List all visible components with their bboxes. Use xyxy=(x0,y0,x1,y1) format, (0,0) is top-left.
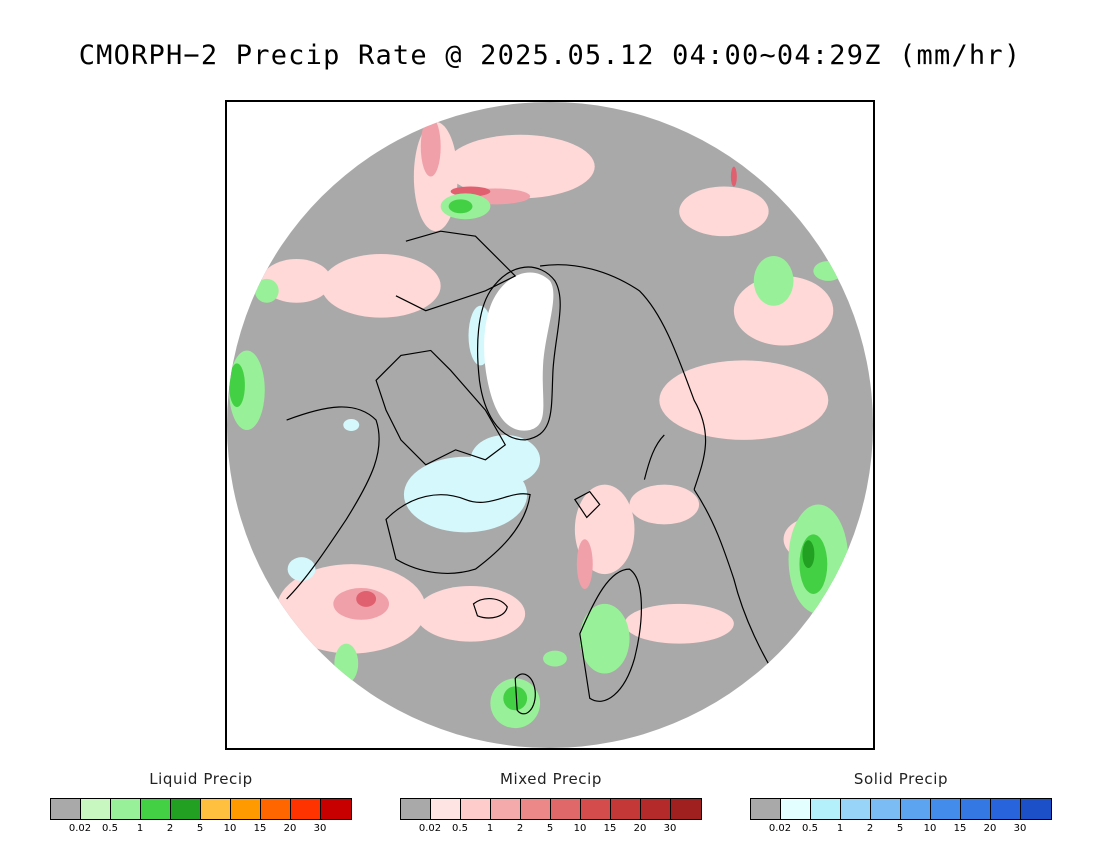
legend-tick-label: 1 xyxy=(136,823,144,834)
legend-tick-label: 15 xyxy=(953,823,967,834)
legend-solid-precip: Solid Precip 0.02 0.5 1 2 5 10 15 20 30 xyxy=(750,770,1052,834)
legend-swatch xyxy=(811,799,841,819)
legend-swatch xyxy=(521,799,551,819)
legend-ticks: 0.02 0.5 1 2 5 10 15 20 30 xyxy=(400,820,700,834)
legend-tick-label: 5 xyxy=(896,823,904,834)
legend-swatch xyxy=(171,799,201,819)
coastline-british-isles xyxy=(514,673,536,715)
legend-tick-label: 10 xyxy=(223,823,237,834)
coastline-novaya-zemlya xyxy=(643,434,665,480)
legend-title: Mixed Precip xyxy=(499,770,603,788)
legend-mixed-precip: Mixed Precip 0.02 0.5 1 2 5 10 15 20 30 xyxy=(400,770,702,834)
legend-tick-label: 0.02 xyxy=(418,823,442,834)
legend-tick-label: 10 xyxy=(923,823,937,834)
legend-swatches xyxy=(50,798,352,820)
legend-tick-label: 20 xyxy=(283,823,297,834)
legend-swatch xyxy=(1021,799,1051,819)
legend-tick-label: 2 xyxy=(166,823,174,834)
map-title: CMORPH−2 Precip Rate @ 2025.05.12 04:00~… xyxy=(78,40,1022,71)
legend-swatch xyxy=(431,799,461,819)
legend-swatch xyxy=(641,799,671,819)
legend-tick-label: 15 xyxy=(253,823,267,834)
legend-swatch xyxy=(841,799,871,819)
legend-swatch xyxy=(611,799,641,819)
legend-tick-label: 0.5 xyxy=(802,823,818,834)
coastline-scandinavia xyxy=(579,568,642,702)
legend-tick-label: 20 xyxy=(633,823,647,834)
legend-swatch xyxy=(261,799,291,819)
polar-map-svg xyxy=(227,102,873,748)
legend-swatches xyxy=(400,798,702,820)
legend-tick-label: 30 xyxy=(663,823,677,834)
legend-swatch xyxy=(291,799,321,819)
legend-ticks: 0.02 0.5 1 2 5 10 15 20 30 xyxy=(50,820,350,834)
legend-tick-label: 1 xyxy=(836,823,844,834)
coastline-alaska xyxy=(395,230,517,312)
legend-ticks: 0.02 0.5 1 2 5 10 15 20 30 xyxy=(750,820,1050,834)
legend-swatch xyxy=(141,799,171,819)
legend-swatch xyxy=(201,799,231,819)
coastline-north-america xyxy=(286,406,380,600)
coastline-eurasia-north xyxy=(693,489,785,689)
legend-tick-label: 5 xyxy=(546,823,554,834)
legend-tick-label: 2 xyxy=(516,823,524,834)
legend-title: Liquid Precip xyxy=(149,770,253,788)
legend-title: Solid Precip xyxy=(853,770,949,788)
legend-swatch xyxy=(991,799,1021,819)
legend-tick-label: 2 xyxy=(866,823,874,834)
legend-tick-label: 0.5 xyxy=(452,823,468,834)
legend-swatch xyxy=(931,799,961,819)
legend-swatch xyxy=(551,799,581,819)
legend-tick-label: 0.02 xyxy=(68,823,92,834)
land-outlines xyxy=(286,230,785,715)
legend-tick-label: 10 xyxy=(573,823,587,834)
legend-tick-label: 1 xyxy=(486,823,494,834)
liquid-precip-heavy xyxy=(802,540,815,569)
legend-swatch xyxy=(751,799,781,819)
legend-tick-label: 15 xyxy=(603,823,617,834)
legend-swatch xyxy=(871,799,901,819)
legend-tick-label: 30 xyxy=(313,823,327,834)
legend-swatch xyxy=(401,799,431,819)
legend-tick-label: 0.02 xyxy=(768,823,792,834)
polar-precip-map xyxy=(225,100,875,750)
coastline-siberia xyxy=(539,264,707,490)
legend-swatch xyxy=(961,799,991,819)
legend-swatch xyxy=(81,799,111,819)
legend-swatch xyxy=(111,799,141,819)
legend-swatch xyxy=(581,799,611,819)
legend-swatch xyxy=(901,799,931,819)
coastline-svalbard xyxy=(573,490,601,519)
coastline-iceland xyxy=(472,598,508,619)
greenland-ice xyxy=(484,272,554,431)
solid-precip-areas xyxy=(287,305,541,582)
coastline-canadian-archipelago xyxy=(375,349,507,466)
legend-tick-label: 0.5 xyxy=(102,823,118,834)
legend-swatch xyxy=(671,799,701,819)
coastline-hudson-bay xyxy=(385,493,531,574)
legend-swatch xyxy=(51,799,81,819)
legend-swatch xyxy=(231,799,261,819)
legend-swatch xyxy=(321,799,351,819)
legend-liquid-precip: Liquid Precip 0.02 0.5 1 2 5 10 15 20 30 xyxy=(50,770,352,834)
coastline-greenland xyxy=(477,266,561,441)
legend-swatches xyxy=(750,798,1052,820)
legend-tick-label: 20 xyxy=(983,823,997,834)
legend-tick-label: 5 xyxy=(196,823,204,834)
legend-swatch xyxy=(491,799,521,819)
legend-swatch xyxy=(781,799,811,819)
legend-tick-label: 30 xyxy=(1013,823,1027,834)
legend-swatch xyxy=(461,799,491,819)
